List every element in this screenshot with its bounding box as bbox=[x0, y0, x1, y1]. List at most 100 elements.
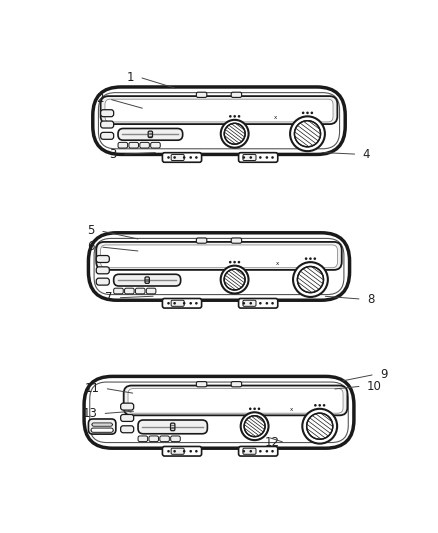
FancyBboxPatch shape bbox=[148, 131, 152, 138]
Circle shape bbox=[265, 450, 268, 453]
FancyBboxPatch shape bbox=[243, 300, 256, 306]
FancyBboxPatch shape bbox=[88, 233, 350, 300]
FancyBboxPatch shape bbox=[120, 415, 134, 422]
Circle shape bbox=[238, 115, 240, 118]
FancyBboxPatch shape bbox=[171, 436, 180, 442]
FancyBboxPatch shape bbox=[118, 128, 183, 140]
FancyBboxPatch shape bbox=[140, 142, 149, 148]
FancyBboxPatch shape bbox=[162, 447, 201, 456]
Circle shape bbox=[167, 156, 170, 159]
Text: x: x bbox=[276, 261, 279, 265]
Circle shape bbox=[229, 261, 232, 263]
Circle shape bbox=[243, 156, 245, 159]
FancyBboxPatch shape bbox=[96, 267, 110, 274]
Circle shape bbox=[311, 111, 313, 114]
FancyBboxPatch shape bbox=[105, 99, 333, 122]
Circle shape bbox=[314, 404, 317, 407]
Circle shape bbox=[221, 120, 249, 148]
Circle shape bbox=[195, 302, 198, 304]
FancyBboxPatch shape bbox=[96, 278, 110, 285]
FancyBboxPatch shape bbox=[101, 121, 114, 128]
FancyBboxPatch shape bbox=[120, 403, 134, 410]
Circle shape bbox=[290, 116, 325, 151]
Circle shape bbox=[233, 115, 236, 118]
Text: 2: 2 bbox=[96, 92, 104, 106]
FancyBboxPatch shape bbox=[101, 110, 114, 117]
Text: 1: 1 bbox=[127, 71, 134, 84]
FancyBboxPatch shape bbox=[145, 277, 149, 284]
Circle shape bbox=[323, 404, 325, 407]
Circle shape bbox=[318, 404, 321, 407]
Text: 12: 12 bbox=[265, 437, 280, 449]
Circle shape bbox=[173, 302, 176, 304]
FancyBboxPatch shape bbox=[243, 448, 256, 454]
Text: x: x bbox=[274, 115, 277, 120]
Circle shape bbox=[240, 413, 268, 440]
Circle shape bbox=[189, 450, 192, 453]
FancyBboxPatch shape bbox=[171, 448, 184, 454]
FancyBboxPatch shape bbox=[101, 245, 337, 268]
Circle shape bbox=[173, 156, 176, 159]
Circle shape bbox=[258, 408, 260, 410]
FancyBboxPatch shape bbox=[101, 96, 337, 124]
Circle shape bbox=[173, 450, 176, 453]
FancyBboxPatch shape bbox=[120, 426, 134, 433]
Circle shape bbox=[307, 413, 333, 439]
Text: 8: 8 bbox=[367, 293, 374, 305]
Text: 3: 3 bbox=[110, 148, 117, 161]
FancyBboxPatch shape bbox=[239, 298, 278, 308]
FancyBboxPatch shape bbox=[239, 152, 278, 162]
Circle shape bbox=[259, 156, 261, 159]
Circle shape bbox=[265, 156, 268, 159]
Circle shape bbox=[183, 302, 185, 304]
FancyBboxPatch shape bbox=[243, 155, 256, 160]
Circle shape bbox=[224, 123, 245, 144]
FancyBboxPatch shape bbox=[101, 132, 114, 139]
Circle shape bbox=[189, 302, 192, 304]
FancyBboxPatch shape bbox=[151, 142, 160, 148]
Circle shape bbox=[221, 265, 248, 294]
FancyBboxPatch shape bbox=[171, 155, 184, 160]
Text: x: x bbox=[290, 407, 293, 412]
FancyBboxPatch shape bbox=[146, 288, 156, 294]
Circle shape bbox=[244, 416, 265, 437]
Circle shape bbox=[302, 111, 304, 114]
Circle shape bbox=[271, 156, 274, 159]
FancyBboxPatch shape bbox=[96, 255, 110, 262]
FancyBboxPatch shape bbox=[84, 376, 354, 448]
FancyBboxPatch shape bbox=[239, 447, 278, 456]
FancyBboxPatch shape bbox=[135, 288, 145, 294]
Text: 11: 11 bbox=[84, 382, 99, 395]
FancyBboxPatch shape bbox=[138, 436, 148, 442]
FancyBboxPatch shape bbox=[160, 436, 170, 442]
Circle shape bbox=[189, 156, 192, 159]
FancyBboxPatch shape bbox=[124, 385, 347, 415]
FancyBboxPatch shape bbox=[231, 92, 242, 98]
Circle shape bbox=[250, 450, 252, 453]
Circle shape bbox=[195, 156, 198, 159]
Circle shape bbox=[314, 257, 316, 260]
Circle shape bbox=[309, 257, 312, 260]
Circle shape bbox=[265, 302, 268, 304]
Circle shape bbox=[294, 120, 321, 147]
Text: 5: 5 bbox=[88, 224, 95, 237]
Text: 10: 10 bbox=[367, 379, 382, 393]
Circle shape bbox=[224, 269, 245, 290]
FancyBboxPatch shape bbox=[170, 423, 175, 431]
Text: 6: 6 bbox=[88, 240, 95, 253]
FancyBboxPatch shape bbox=[162, 152, 201, 162]
FancyBboxPatch shape bbox=[96, 242, 342, 270]
FancyBboxPatch shape bbox=[128, 389, 343, 413]
Text: 7: 7 bbox=[105, 292, 113, 304]
Text: 4: 4 bbox=[363, 148, 370, 161]
FancyBboxPatch shape bbox=[129, 142, 138, 148]
Circle shape bbox=[306, 111, 309, 114]
FancyBboxPatch shape bbox=[124, 288, 134, 294]
FancyBboxPatch shape bbox=[114, 274, 180, 286]
FancyBboxPatch shape bbox=[114, 288, 123, 294]
Circle shape bbox=[259, 450, 261, 453]
FancyBboxPatch shape bbox=[231, 238, 242, 243]
FancyBboxPatch shape bbox=[92, 423, 113, 426]
Circle shape bbox=[259, 302, 261, 304]
Circle shape bbox=[302, 409, 337, 443]
